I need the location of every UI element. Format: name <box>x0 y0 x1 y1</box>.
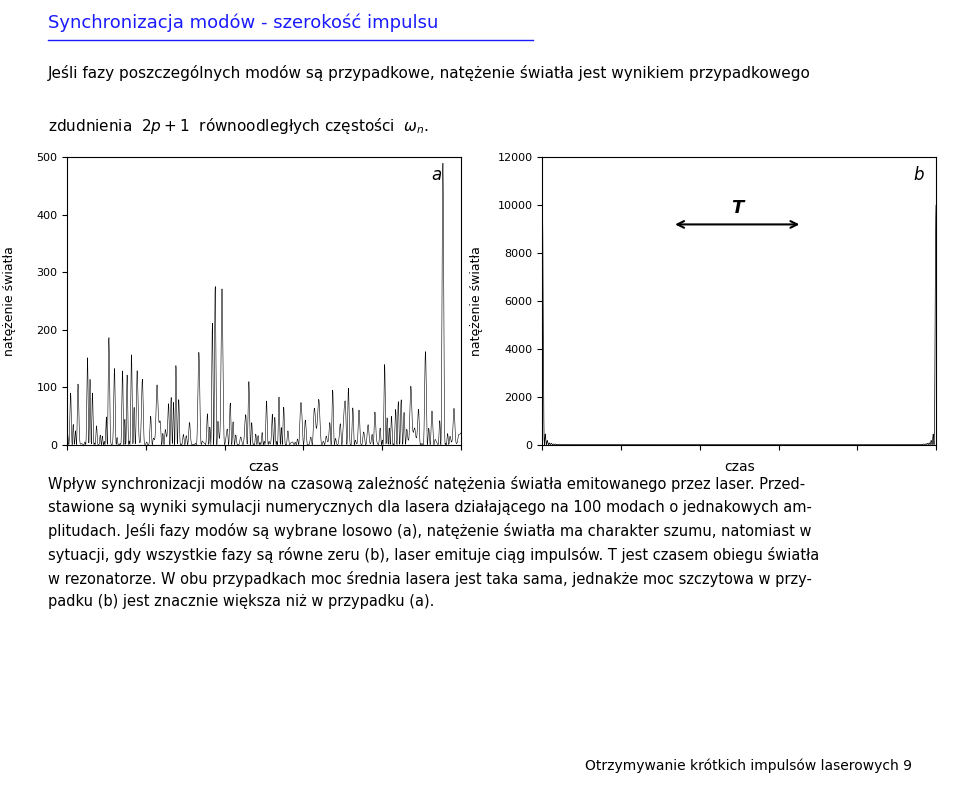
Text: sytuacji, gdy wszystkie fazy są równe zeru (b), laser emituje ciąg impulsów. T j: sytuacji, gdy wszystkie fazy są równe ze… <box>48 547 819 563</box>
X-axis label: czas: czas <box>249 460 279 474</box>
Text: Otrzymywanie krótkich impulsów laserowych 9: Otrzymywanie krótkich impulsów laserowyc… <box>585 759 912 773</box>
X-axis label: czas: czas <box>724 460 755 474</box>
Text: w rezonatorze. W obu przypadkach moc średnia lasera jest taka sama, jednakże moc: w rezonatorze. W obu przypadkach moc śre… <box>48 571 812 586</box>
Text: stawione są wyniki symulacji numerycznych dla lasera działającego na 100 modach : stawione są wyniki symulacji numerycznyc… <box>48 500 812 515</box>
Text: b: b <box>914 166 924 184</box>
Text: plitudach. Jeśli fazy modów są wybrane losowo (a), natężenie światła ma charakte: plitudach. Jeśli fazy modów są wybrane l… <box>48 523 811 539</box>
Text: a: a <box>431 166 441 184</box>
Text: Jeśli fazy poszczególnych modów są przypadkowe, natężenie światła jest wynikiem : Jeśli fazy poszczególnych modów są przyp… <box>48 65 811 81</box>
Text: Wpływ synchronizacji modów na czasową zależność natężenia światła emitowanego pr: Wpływ synchronizacji modów na czasową za… <box>48 476 805 492</box>
Text: padku (b) jest znacznie większa niż w przypadku (a).: padku (b) jest znacznie większa niż w pr… <box>48 594 434 609</box>
Y-axis label: natężenie światła: natężenie światła <box>470 246 484 356</box>
Y-axis label: natężenie światła: natężenie światła <box>3 246 16 356</box>
Text: zdudnienia  $2p+1$  równoodległych częstości  $\omega_n$.: zdudnienia $2p+1$ równoodległych częstoś… <box>48 116 429 136</box>
Text: T: T <box>732 199 743 217</box>
Text: Synchronizacja modów - szerokość impulsu: Synchronizacja modów - szerokość impulsu <box>48 13 439 32</box>
